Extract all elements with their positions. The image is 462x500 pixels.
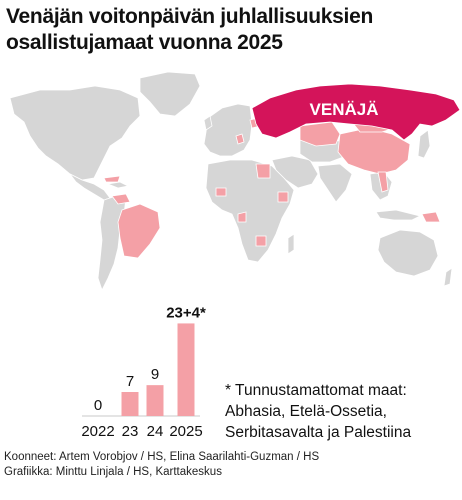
participant-countries	[103, 117, 441, 259]
credits-sources: Koonneet: Artem Vorobjov / HS, Elina Saa…	[4, 451, 320, 463]
kazakhstan-shape	[299, 121, 341, 147]
title-line-2: osallistujamaat vuonna 2025	[6, 31, 283, 54]
category-label-2023: 23	[122, 423, 139, 440]
bar-chart: 0 7 9 23+4* 2022 23 24 2025	[81, 304, 206, 440]
new-zealand-shape	[443, 267, 453, 287]
vietnam-shape	[377, 171, 389, 193]
title-line-1: Venäjän voitonpäivän juhlallisuuksien	[6, 5, 374, 28]
africa-shape	[205, 159, 295, 263]
credits: Koonneet: Artem Vorobjov / HS, Elina Saa…	[4, 450, 460, 480]
credits-graphics: Grafiikka: Minttu Linjala / HS, Karttake…	[4, 466, 222, 478]
japan-shape	[417, 129, 431, 159]
russia-shape	[251, 83, 461, 141]
uk-shape	[203, 115, 213, 131]
bar-2025	[177, 323, 195, 416]
venezuela-shape	[111, 193, 131, 205]
burkina-shape	[215, 187, 227, 197]
footnote-line-1: * Tunnustamattomat maat:	[225, 382, 407, 399]
papua-shape	[421, 211, 441, 223]
brazil-shape	[117, 203, 161, 259]
egypt-shape	[255, 163, 271, 179]
serbia-shape	[235, 133, 245, 145]
indonesia-shape	[375, 209, 422, 221]
value-label-2024: 9	[151, 366, 159, 383]
bar-2024	[146, 385, 164, 416]
category-label-2022: 2022	[81, 423, 114, 440]
bar-2023	[121, 392, 139, 416]
south-asia-shape	[317, 163, 353, 203]
value-label-2022: 0	[94, 397, 102, 414]
zimbabwe-shape	[255, 235, 267, 247]
footnote-line-2: Abhasia, Etelä-Ossetia,	[225, 403, 387, 420]
chart-title: Venäjän voitonpäivän juhlallisuuksien os…	[6, 4, 456, 56]
category-label-2024: 24	[147, 423, 164, 440]
footnote: * Tunnustamattomat maat: Abhasia, Etelä-…	[225, 380, 455, 443]
middle-east-shape	[271, 155, 319, 189]
europe-shape	[203, 103, 253, 157]
greenland-shape	[139, 71, 201, 117]
caribbean-shape	[106, 181, 130, 189]
value-label-2023: 7	[126, 373, 134, 390]
category-label-2025: 2025	[169, 423, 202, 440]
ethiopia-shape	[277, 191, 289, 203]
footnote-line-3: Serbitasavalta ja Palestiina	[225, 424, 412, 441]
russia-label: VENÄJÄ	[310, 100, 379, 119]
china-shape	[337, 127, 411, 175]
congo-shape	[237, 211, 247, 223]
cuba-shape	[103, 175, 121, 183]
madagascar-shape	[287, 233, 295, 255]
value-label-2025: 23+4*	[166, 304, 206, 321]
north-america-shape	[9, 85, 141, 181]
australia-shape	[377, 229, 439, 277]
world-map: VENÄJÄ	[9, 71, 461, 292]
